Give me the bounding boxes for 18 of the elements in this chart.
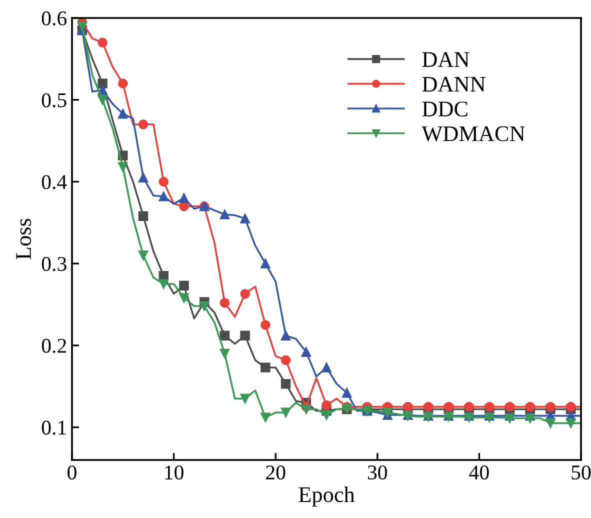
y-tick-label: 0.6 <box>42 11 67 26</box>
x-tick-label: 20 <box>266 465 286 480</box>
y-tick-label: 0.2 <box>42 338 66 353</box>
x-tick-label: 0 <box>68 465 76 480</box>
legend-label: DANN <box>422 76 486 92</box>
y-tick-label: 0.5 <box>42 93 66 108</box>
x-tick-label: 10 <box>165 465 184 480</box>
x-axis-title: Epoch <box>298 486 355 507</box>
x-tick-label: 50 <box>572 465 591 480</box>
legend-label: DAN <box>422 52 470 67</box>
y-tick-label: 0.3 <box>42 256 66 272</box>
y-axis-title: Loss <box>16 218 32 260</box>
y-tick-label: 0.4 <box>42 175 67 190</box>
x-tick-label: 30 <box>368 465 388 480</box>
y-tick-label: 0.1 <box>42 420 66 435</box>
legend-label: DDC <box>422 102 468 116</box>
legend-label: WDMACN <box>422 126 525 142</box>
x-tick-label: 40 <box>469 465 489 480</box>
